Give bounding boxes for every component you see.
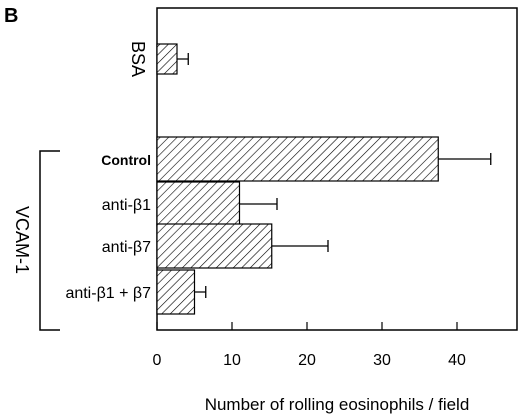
bar-0 [156, 43, 178, 75]
error-bar-4 [194, 286, 207, 298]
category-label-0: BSA [128, 41, 148, 77]
bar-3 [156, 223, 273, 269]
error-bar-3 [271, 240, 329, 252]
x-tick-label-4: 40 [448, 352, 466, 369]
x-axis-ticks: 0 10 20 30 40 [153, 322, 466, 369]
group-bracket [39, 150, 60, 331]
error-bar-1 [438, 153, 492, 165]
category-labels: BSA Control anti-β1 anti-β7 anti-β1 + β7 [65, 41, 151, 302]
group-label: VCAM-1 [12, 206, 32, 274]
x-tick-label-3: 30 [373, 352, 391, 369]
panel-letter: B [4, 5, 18, 27]
bar-2 [156, 181, 241, 227]
category-label-3: anti-β7 [102, 239, 151, 256]
bars [156, 43, 439, 315]
x-tick-label-1: 10 [223, 352, 241, 369]
bar-4 [156, 269, 196, 315]
bar-1 [156, 136, 439, 182]
category-label-4: anti-β1 + β7 [65, 285, 151, 302]
error-bar-0 [177, 53, 189, 65]
error-bar-2 [239, 198, 278, 210]
error-bars [177, 53, 492, 298]
category-label-2: anti-β1 [102, 197, 151, 214]
x-tick-label-2: 20 [298, 352, 316, 369]
x-tick-label-0: 0 [153, 352, 162, 369]
x-axis-title: Number of rolling eosinophils / field [205, 395, 470, 414]
category-label-1: Control [101, 152, 151, 168]
